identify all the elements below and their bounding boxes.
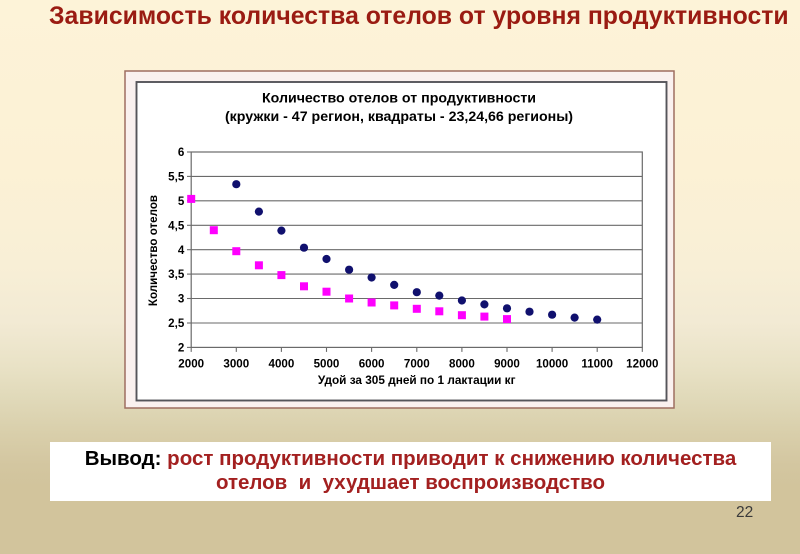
svg-text:3,5: 3,5	[168, 268, 185, 281]
svg-text:(кружки - 47 регион, квадраты: (кружки - 47 регион, квадраты - 23,24,66…	[225, 109, 573, 125]
svg-text:Удой за 305 дней по 1 лактации: Удой за 305 дней по 1 лактации кг	[318, 373, 516, 387]
svg-text:9000: 9000	[494, 357, 520, 370]
svg-text:Количество отелов от продуктив: Количество отелов от продуктивности	[262, 91, 536, 107]
svg-text:3000: 3000	[223, 357, 249, 370]
svg-text:5000: 5000	[314, 357, 340, 370]
svg-text:2000: 2000	[178, 357, 204, 370]
svg-text:4: 4	[178, 244, 185, 257]
svg-text:6: 6	[178, 146, 185, 159]
svg-text:10000: 10000	[536, 357, 568, 370]
svg-text:4000: 4000	[269, 357, 295, 370]
svg-text:2,5: 2,5	[168, 317, 185, 330]
svg-text:5,5: 5,5	[168, 171, 185, 184]
svg-text:6000: 6000	[359, 357, 385, 370]
svg-text:7000: 7000	[404, 357, 430, 370]
svg-text:11000: 11000	[581, 357, 613, 370]
svg-text:3: 3	[178, 293, 185, 306]
svg-text:2: 2	[178, 342, 184, 355]
svg-text:12000: 12000	[626, 357, 658, 370]
svg-text:Количество отелов: Количество отелов	[147, 195, 160, 306]
svg-text:5: 5	[178, 195, 185, 208]
svg-text:4,5: 4,5	[168, 219, 185, 232]
svg-text:8000: 8000	[449, 357, 475, 370]
